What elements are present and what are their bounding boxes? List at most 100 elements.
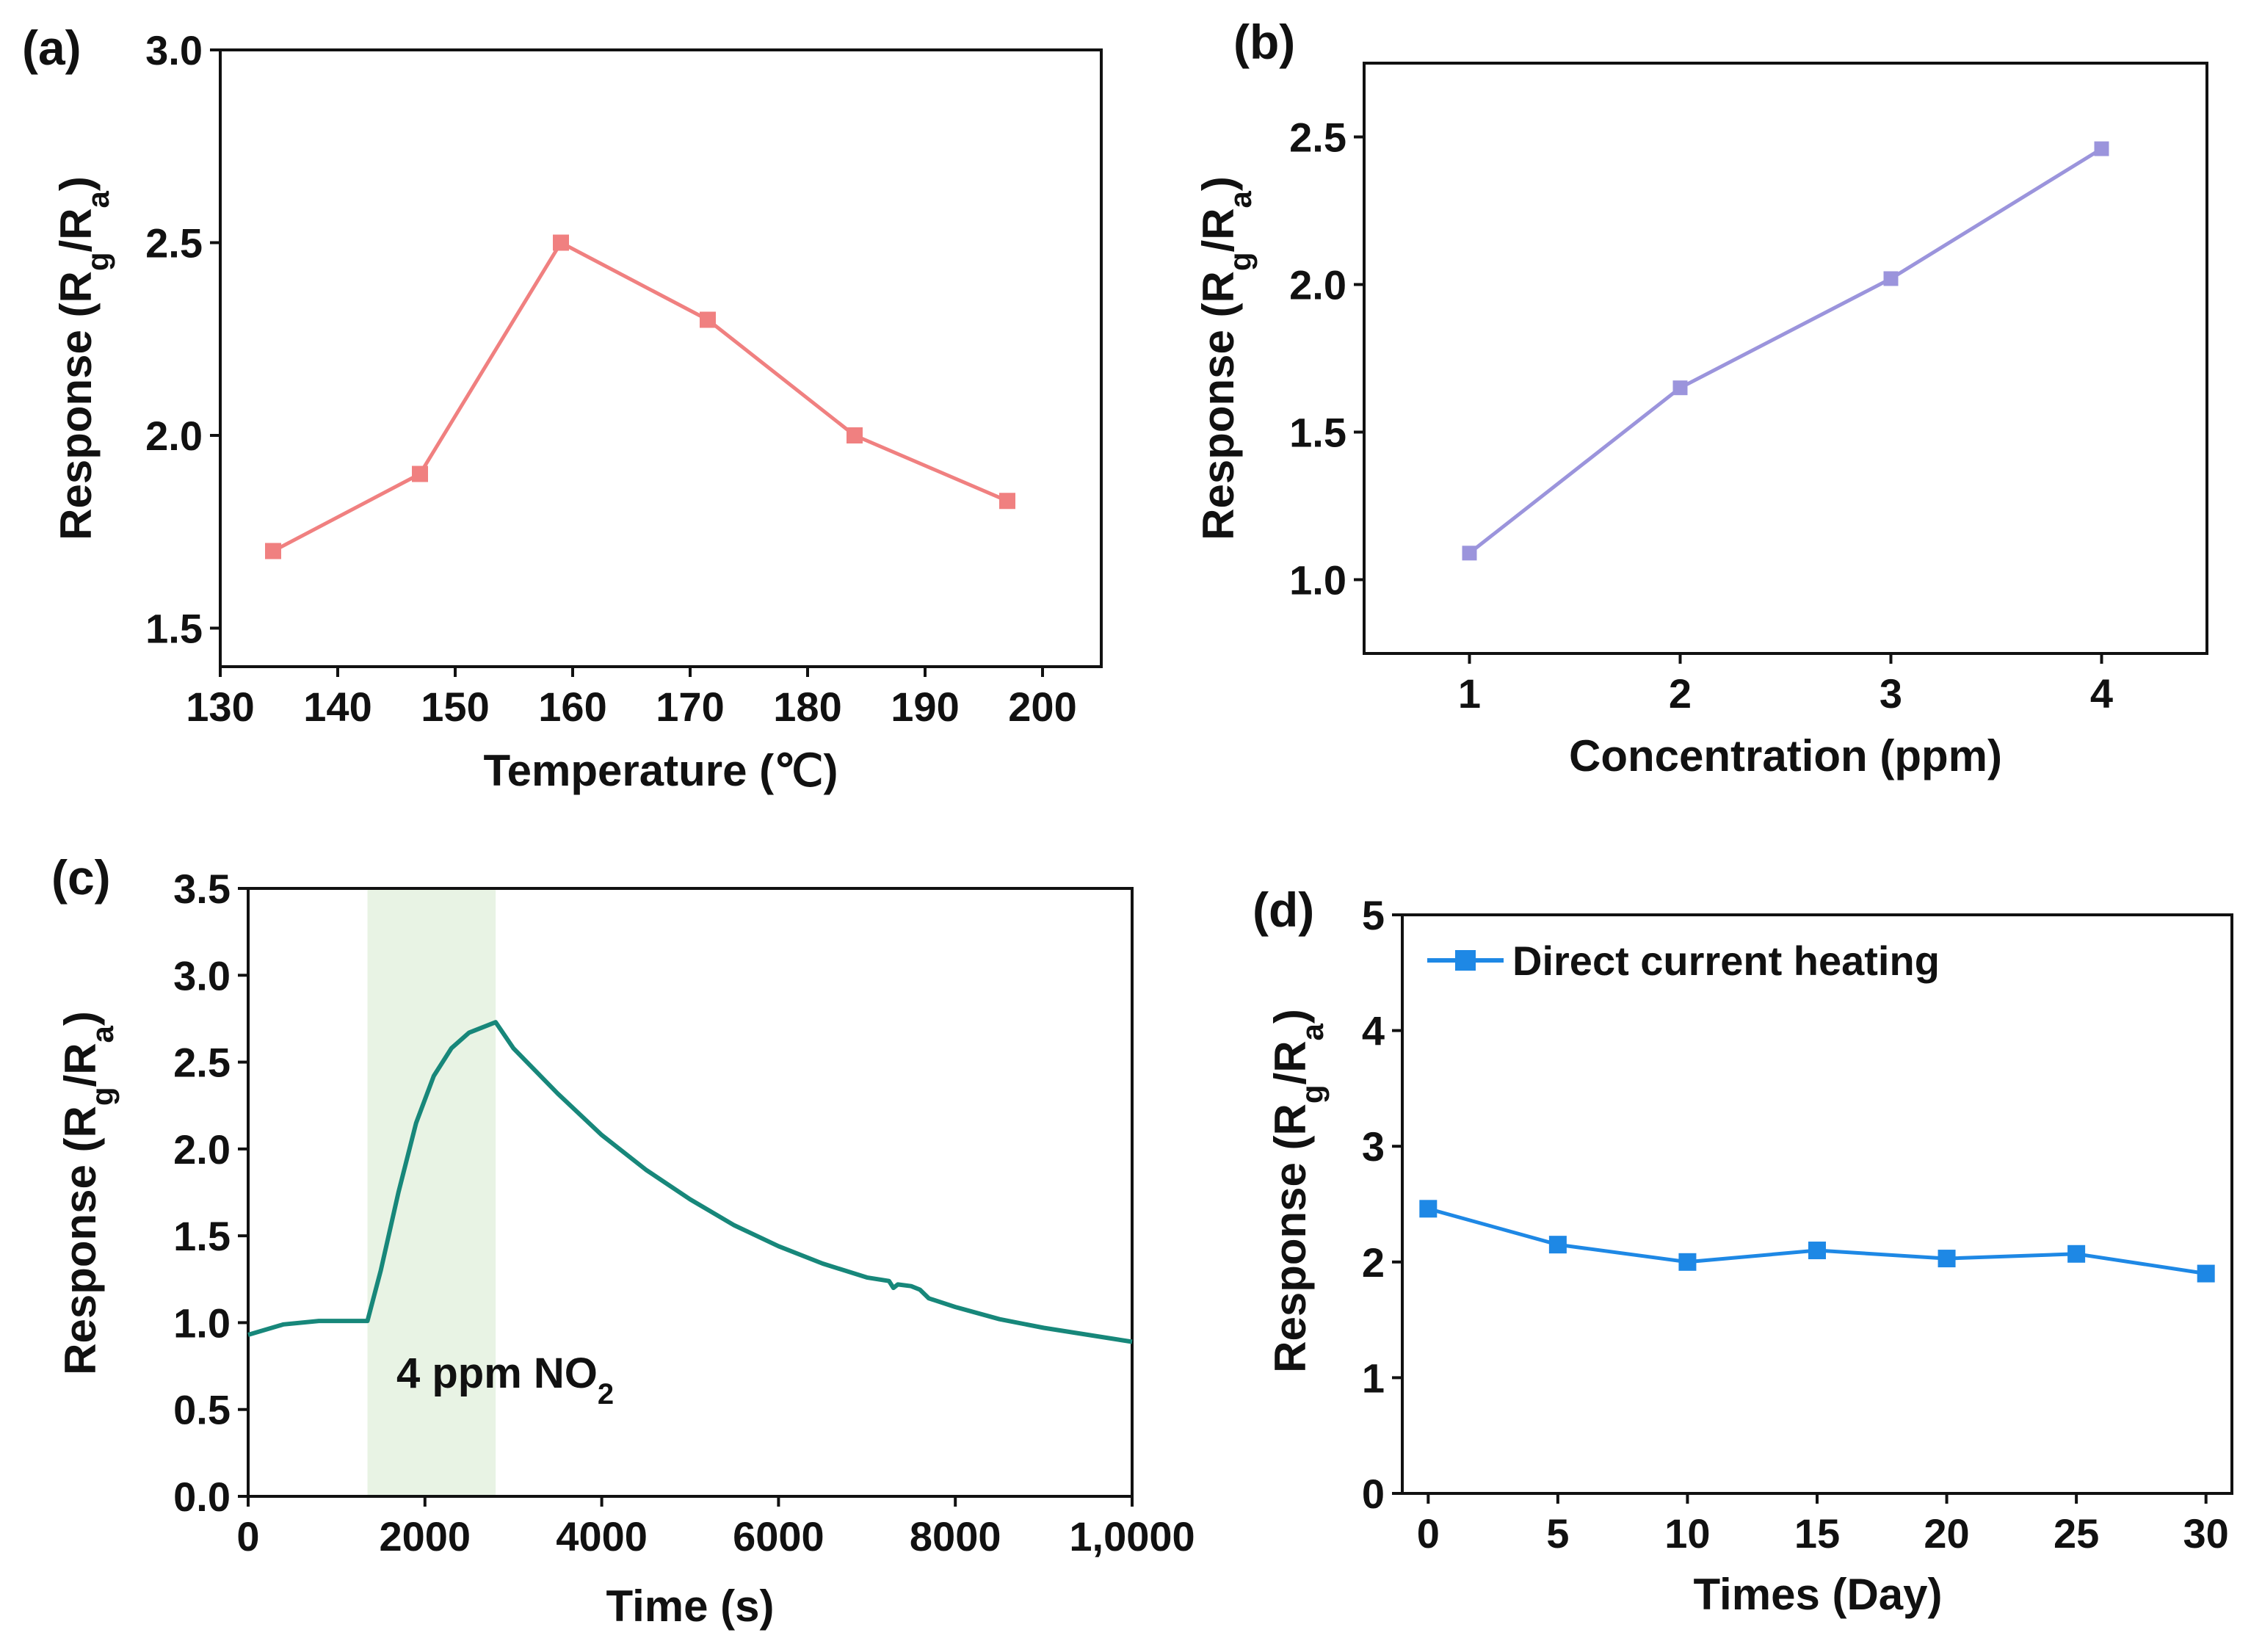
panel-a-series-line — [272, 241, 1008, 553]
panel-c-highlight-layer — [367, 888, 496, 1496]
panel-a-y-tick-label: 1.5 — [145, 606, 203, 652]
panel-b-series-line — [1468, 147, 2103, 555]
panel-d-series-line — [1427, 1206, 2207, 1276]
panel-d-y-tick-label: 3 — [1362, 1123, 1385, 1170]
panel-d-x-tick-label: 0 — [1417, 1510, 1440, 1557]
panel-a-data-point — [847, 427, 863, 443]
panel-d-x-axis-title: Times (Day) — [1693, 1570, 1942, 1619]
panel-a-y-axis-title: Response (Rg/Ra) — [51, 176, 115, 540]
panel-c-annotation-subscript: 2 — [598, 1378, 614, 1410]
panel-d-y-tick-label: 2 — [1362, 1239, 1385, 1286]
panel-a-marks: 130 140 150 160 170 180 190 200 1.5 2.0 2.5 3.0 — [145, 27, 1077, 730]
panel-d-data-point — [1938, 1250, 1956, 1268]
panel-d-x-tick-label: 20 — [1924, 1510, 1969, 1557]
panel-b-letter: (b) — [1233, 15, 1295, 69]
panel-b-y-axis-title: Response (Rg/Ra) — [1194, 176, 1258, 540]
panel-d-x-tick-label: 25 — [2054, 1510, 2099, 1557]
panel-d-plot-frame — [1401, 913, 2233, 1495]
panel-b-y-tick-label: 2.0 — [1289, 262, 1346, 308]
panel-c-annotation: 4 ppm NO2 — [396, 1350, 614, 1410]
panel-c-y-tick-label: 1.0 — [173, 1300, 231, 1346]
panel-c-y-tick-label: 2.5 — [173, 1040, 231, 1086]
panel-a-data-point — [265, 543, 281, 559]
panel-a: (a) 130 140 150 160 170 180 190 200 1.5 2.0 2.5 3.0… — [22, 21, 1103, 795]
panel-a-x-tick-label: 160 — [538, 684, 606, 730]
panel-d-x-tick-label: 5 — [1546, 1510, 1569, 1557]
panel-a-x-tick-label: 180 — [773, 684, 841, 730]
panel-a-data-point — [999, 493, 1015, 510]
panel-c-marks: 0 2000 4000 6000 8000 1,0000 0.0 0.5 1.0 1.5 2.0 2.… — [173, 866, 1195, 1559]
panel-d-letter: (d) — [1253, 883, 1314, 937]
panel-c-x-tick-label: 2000 — [380, 1513, 471, 1559]
panel-d-x-tick-label: 30 — [2183, 1510, 2229, 1557]
panel-c-y-tick-label: 0.5 — [173, 1387, 231, 1433]
panel-a-letter: (a) — [22, 21, 81, 75]
panel-a-data-point — [412, 465, 428, 482]
panel-c-x-axis-title: Time (s) — [606, 1582, 775, 1631]
panel-d-y-tick-label: 1 — [1362, 1355, 1385, 1401]
panel-d-marks: 0 5 10 15 20 25 30 0 1 2 3 4 5 — [1362, 892, 2229, 1557]
panel-d-data-point — [1808, 1242, 1826, 1260]
panel-c-annotation-text: 4 ppm NO — [396, 1350, 598, 1397]
panel-d-y-tick-label: 5 — [1362, 892, 1385, 938]
panel-a-x-tick-label: 130 — [186, 684, 254, 730]
panel-d-y-tick-label: 4 — [1362, 1008, 1385, 1054]
panel-b-y-tick-label: 1.5 — [1289, 410, 1346, 456]
panel-c-y-tick-label: 1.5 — [173, 1213, 231, 1259]
panel-a-y-tick-label: 2.0 — [145, 413, 203, 459]
panel-a-x-tick-label: 140 — [303, 684, 371, 730]
panel-c-x-tick-label: 6000 — [733, 1513, 824, 1559]
panel-d-data-point — [2067, 1245, 2086, 1263]
panel-b-y-tick-label: 2.5 — [1289, 115, 1346, 161]
panel-b-data-point — [1883, 271, 1899, 286]
panel-b-data-point — [1672, 380, 1688, 396]
panel-b: (b) 1 2 3 4 1.0 1.5 2.0 2.5 Concentration (ppm)… — [1194, 15, 2208, 780]
panel-a-x-tick-label: 170 — [656, 684, 724, 730]
panel-a-plot-frame — [219, 48, 1103, 668]
panel-a-data-point — [700, 311, 716, 328]
panel-b-x-tick-label: 3 — [1880, 670, 1902, 717]
panel-d: (d) 0 5 10 15 20 25 30 0 1 2 3 4 5 Direct current he… — [1253, 883, 2233, 1619]
panel-b-x-tick-label: 1 — [1458, 670, 1481, 717]
panel-a-x-axis-title: Temperature (℃) — [483, 746, 838, 795]
panel-b-data-point — [1462, 546, 1477, 561]
panel-a-y-tick-label: 2.5 — [145, 220, 203, 267]
panel-a-y-tick-label: 3.0 — [145, 27, 203, 73]
panel-d-data-point — [1419, 1200, 1438, 1218]
panel-c-x-tick-label: 8000 — [910, 1513, 1001, 1559]
panel-c-plot-frame — [247, 887, 1134, 1498]
panel-c-letter: (c) — [51, 850, 111, 905]
panel-b-plot-frame — [1363, 62, 2208, 655]
panel-c-x-tick-label: 4000 — [556, 1513, 648, 1559]
panel-c-x-tick-label: 1,0000 — [1069, 1513, 1195, 1559]
panel-c-y-tick-label: 3.5 — [173, 866, 231, 912]
panel-a-x-tick-label: 150 — [421, 684, 489, 730]
panel-a-x-tick-label: 200 — [1008, 684, 1076, 730]
panel-a-data-point — [553, 234, 569, 251]
panel-d-data-point — [2197, 1264, 2215, 1283]
panel-b-x-tick-label: 2 — [1669, 670, 1692, 717]
panel-d-y-axis-title: Response (Rg/Ra) — [1266, 1009, 1330, 1373]
panel-c-x-tick-label: 0 — [236, 1513, 259, 1559]
panel-d-data-point — [1678, 1253, 1697, 1271]
panel-c-y-tick-label: 0.0 — [173, 1474, 231, 1520]
panel-c-y-tick-label: 2.0 — [173, 1126, 231, 1173]
panel-d-data-point — [1548, 1236, 1567, 1254]
panel-b-y-tick-label: 1.0 — [1289, 557, 1346, 604]
panel-b-x-tick-label: 4 — [2090, 670, 2113, 717]
panel-c-y-tick-label: 3.0 — [173, 952, 231, 999]
panel-d-legend-marker — [1455, 950, 1476, 971]
panel-c-y-axis-title: Response (Rg/Ra) — [56, 1011, 120, 1375]
panel-b-x-axis-title: Concentration (ppm) — [1569, 731, 2002, 780]
panel-d-legend-label: Direct current heating — [1512, 938, 1940, 984]
panel-d-legend: Direct current heating — [1427, 938, 1940, 984]
panel-b-marks: 1 2 3 4 1.0 1.5 2.0 2.5 — [1289, 115, 2113, 717]
panel-c: (c) 0 2000 4000 6000 8000 1,0000 0.0 0.5 1.0 1.5 2… — [51, 850, 1195, 1631]
panel-c-series-line — [247, 1020, 1133, 1344]
panel-c-gas-exposure-band — [367, 888, 496, 1496]
panel-d-x-tick-label: 10 — [1664, 1510, 1710, 1557]
panel-b-data-point — [2094, 141, 2109, 156]
panel-a-x-tick-label: 190 — [891, 684, 959, 730]
panel-d-x-tick-label: 15 — [1794, 1510, 1840, 1557]
